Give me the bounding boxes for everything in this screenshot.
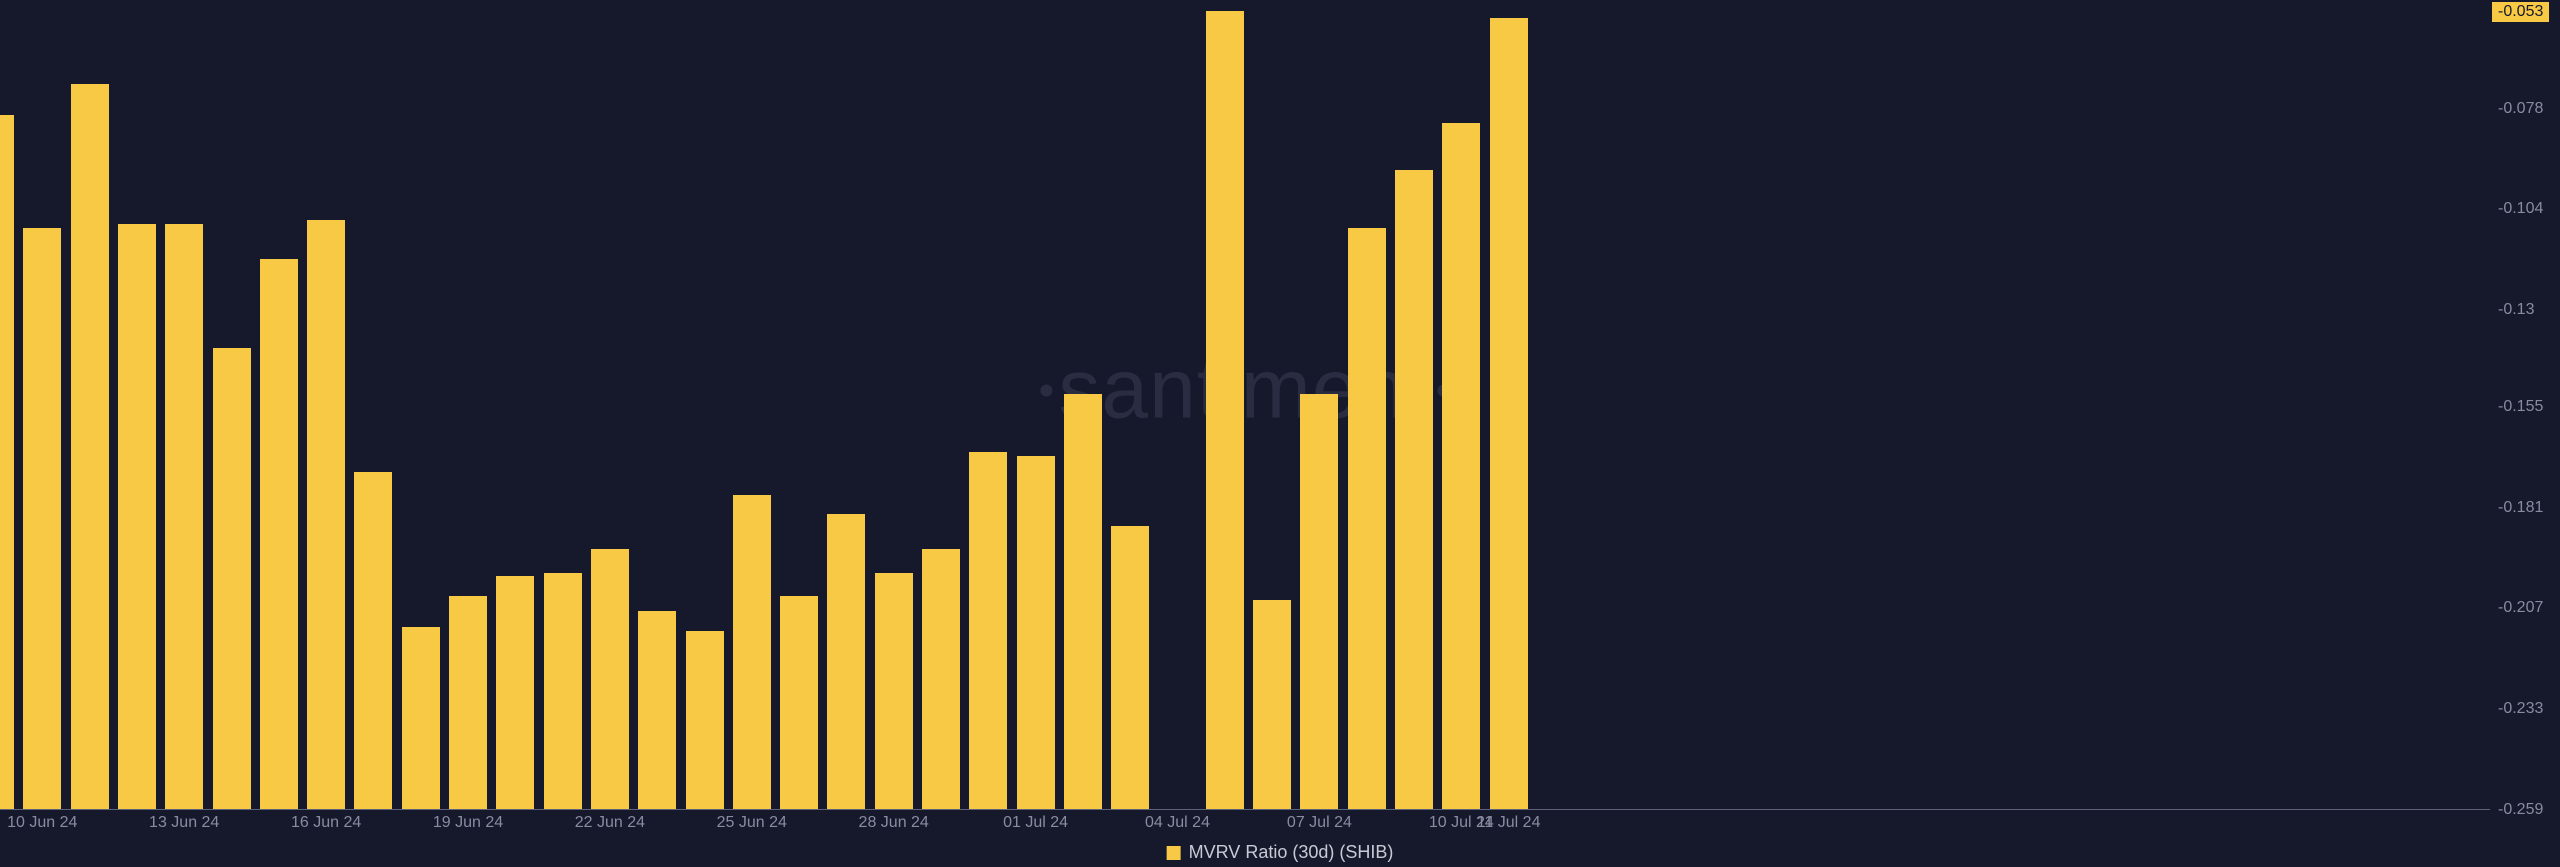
bar (0, 115, 14, 809)
x-tick-label: 19 Jun 24 (433, 814, 503, 832)
y-tick-label: -0.259 (2498, 801, 2543, 819)
legend-swatch (1167, 846, 1181, 860)
x-tick-label: 04 Jul 24 (1145, 814, 1210, 832)
bar (307, 220, 345, 809)
bar (1442, 123, 1480, 809)
bar (165, 224, 203, 809)
bar (213, 348, 251, 809)
bar (922, 549, 960, 809)
bar (71, 84, 109, 809)
x-tick-label: 25 Jun 24 (717, 814, 787, 832)
x-tick-label: 10 Jun 24 (7, 814, 77, 832)
bar (827, 514, 865, 809)
bar (591, 549, 629, 809)
bar (1206, 11, 1244, 809)
bar (260, 259, 298, 809)
x-tick-label: 13 Jun 24 (149, 814, 219, 832)
bar (1348, 228, 1386, 809)
bar (23, 228, 61, 809)
bar (686, 631, 724, 809)
y-tick-label: -0.078 (2498, 100, 2543, 118)
x-tick-label: 07 Jul 24 (1287, 814, 1352, 832)
x-axis: 10 Jun 24 13 Jun 24 16 Jun 24 19 Jun 24 22 J… (0, 814, 2490, 838)
bar (780, 596, 818, 809)
bars-container (0, 0, 2490, 810)
bar (969, 452, 1007, 809)
bar (449, 596, 487, 809)
bar (496, 576, 534, 809)
bar (1490, 18, 1528, 809)
y-tick-label: -0.13 (2498, 301, 2534, 319)
bar (118, 224, 156, 809)
bar (875, 573, 913, 809)
bar (1300, 394, 1338, 809)
x-tick-label: 01 Jul 24 (1003, 814, 1068, 832)
y-tick-label: -0.181 (2498, 499, 2543, 517)
bar (402, 627, 440, 809)
bar (1064, 394, 1102, 809)
plot-area: santiment (0, 0, 2490, 810)
y-tick-label: -0.207 (2498, 599, 2543, 617)
bar (354, 472, 392, 809)
legend-label: MVRV Ratio (30d) (SHIB) (1189, 842, 1394, 863)
bar (1253, 600, 1291, 809)
y-axis: -0.078 -0.104 -0.13 -0.155 -0.181 -0.207 -0.23… (2498, 0, 2558, 810)
y-tick-label: -0.155 (2498, 398, 2543, 416)
baseline (0, 809, 2490, 810)
bar (733, 495, 771, 809)
x-tick-label: 16 Jun 24 (291, 814, 361, 832)
legend: MVRV Ratio (30d) (SHIB) (1167, 842, 1394, 863)
bar (1395, 170, 1433, 809)
bar (638, 611, 676, 809)
y-tick-label: -0.104 (2498, 200, 2543, 218)
bar (544, 573, 582, 809)
x-tick-label: 11 Jul 24 (1477, 814, 1541, 832)
y-tick-label: -0.233 (2498, 700, 2543, 718)
x-tick-label: 28 Jun 24 (859, 814, 929, 832)
x-tick-label: 22 Jun 24 (575, 814, 645, 832)
bar (1111, 526, 1149, 809)
bar (1017, 456, 1055, 809)
mvrv-chart: santiment -0.053 -0.078-0.104-0.13-0.155… (0, 0, 2560, 867)
